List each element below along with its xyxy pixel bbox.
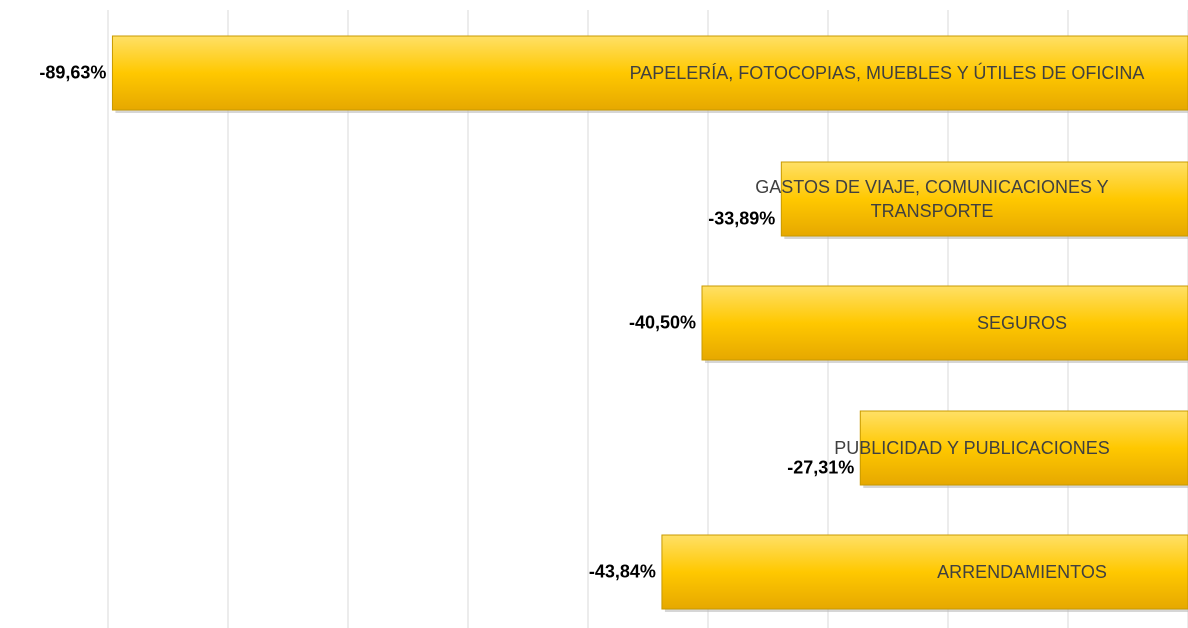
- bar: [780, 161, 1188, 237]
- value-label: -33,89%: [708, 208, 776, 229]
- bar: [701, 285, 1188, 361]
- category-label: SEGUROS: [976, 313, 1068, 333]
- value-label: -43,84%: [588, 561, 656, 582]
- category-label: GASTOS DE VIAJE, COMUNICACIONES Y TRANSP…: [755, 177, 1109, 221]
- category-label: PAPELERÍA, FOTOCOPIAS, MUEBLES Y ÚTILES …: [629, 63, 1145, 83]
- category-label: PUBLICIDAD Y PUBLICACIONES: [834, 438, 1110, 458]
- value-label: -27,31%: [787, 457, 855, 478]
- bar: [661, 534, 1188, 610]
- category-label: ARRENDAMIENTOS: [937, 562, 1107, 582]
- value-label: -40,50%: [628, 312, 696, 333]
- bar: [111, 35, 1188, 111]
- bar: [859, 410, 1188, 486]
- value-label: -89,63%: [39, 62, 107, 83]
